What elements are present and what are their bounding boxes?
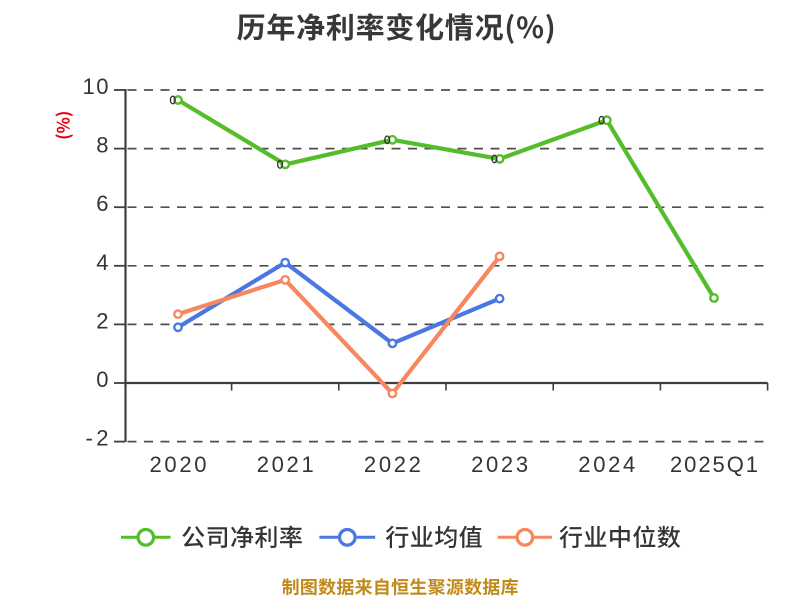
- svg-text:2025Q1: 2025Q1: [670, 452, 758, 477]
- svg-text:8: 8: [96, 133, 108, 158]
- svg-text:4: 4: [96, 250, 108, 275]
- svg-text:10: 10: [83, 74, 109, 99]
- svg-text:2: 2: [96, 308, 108, 333]
- svg-text:6: 6: [96, 191, 108, 216]
- svg-text:-2: -2: [86, 426, 109, 451]
- svg-text:0: 0: [96, 367, 108, 392]
